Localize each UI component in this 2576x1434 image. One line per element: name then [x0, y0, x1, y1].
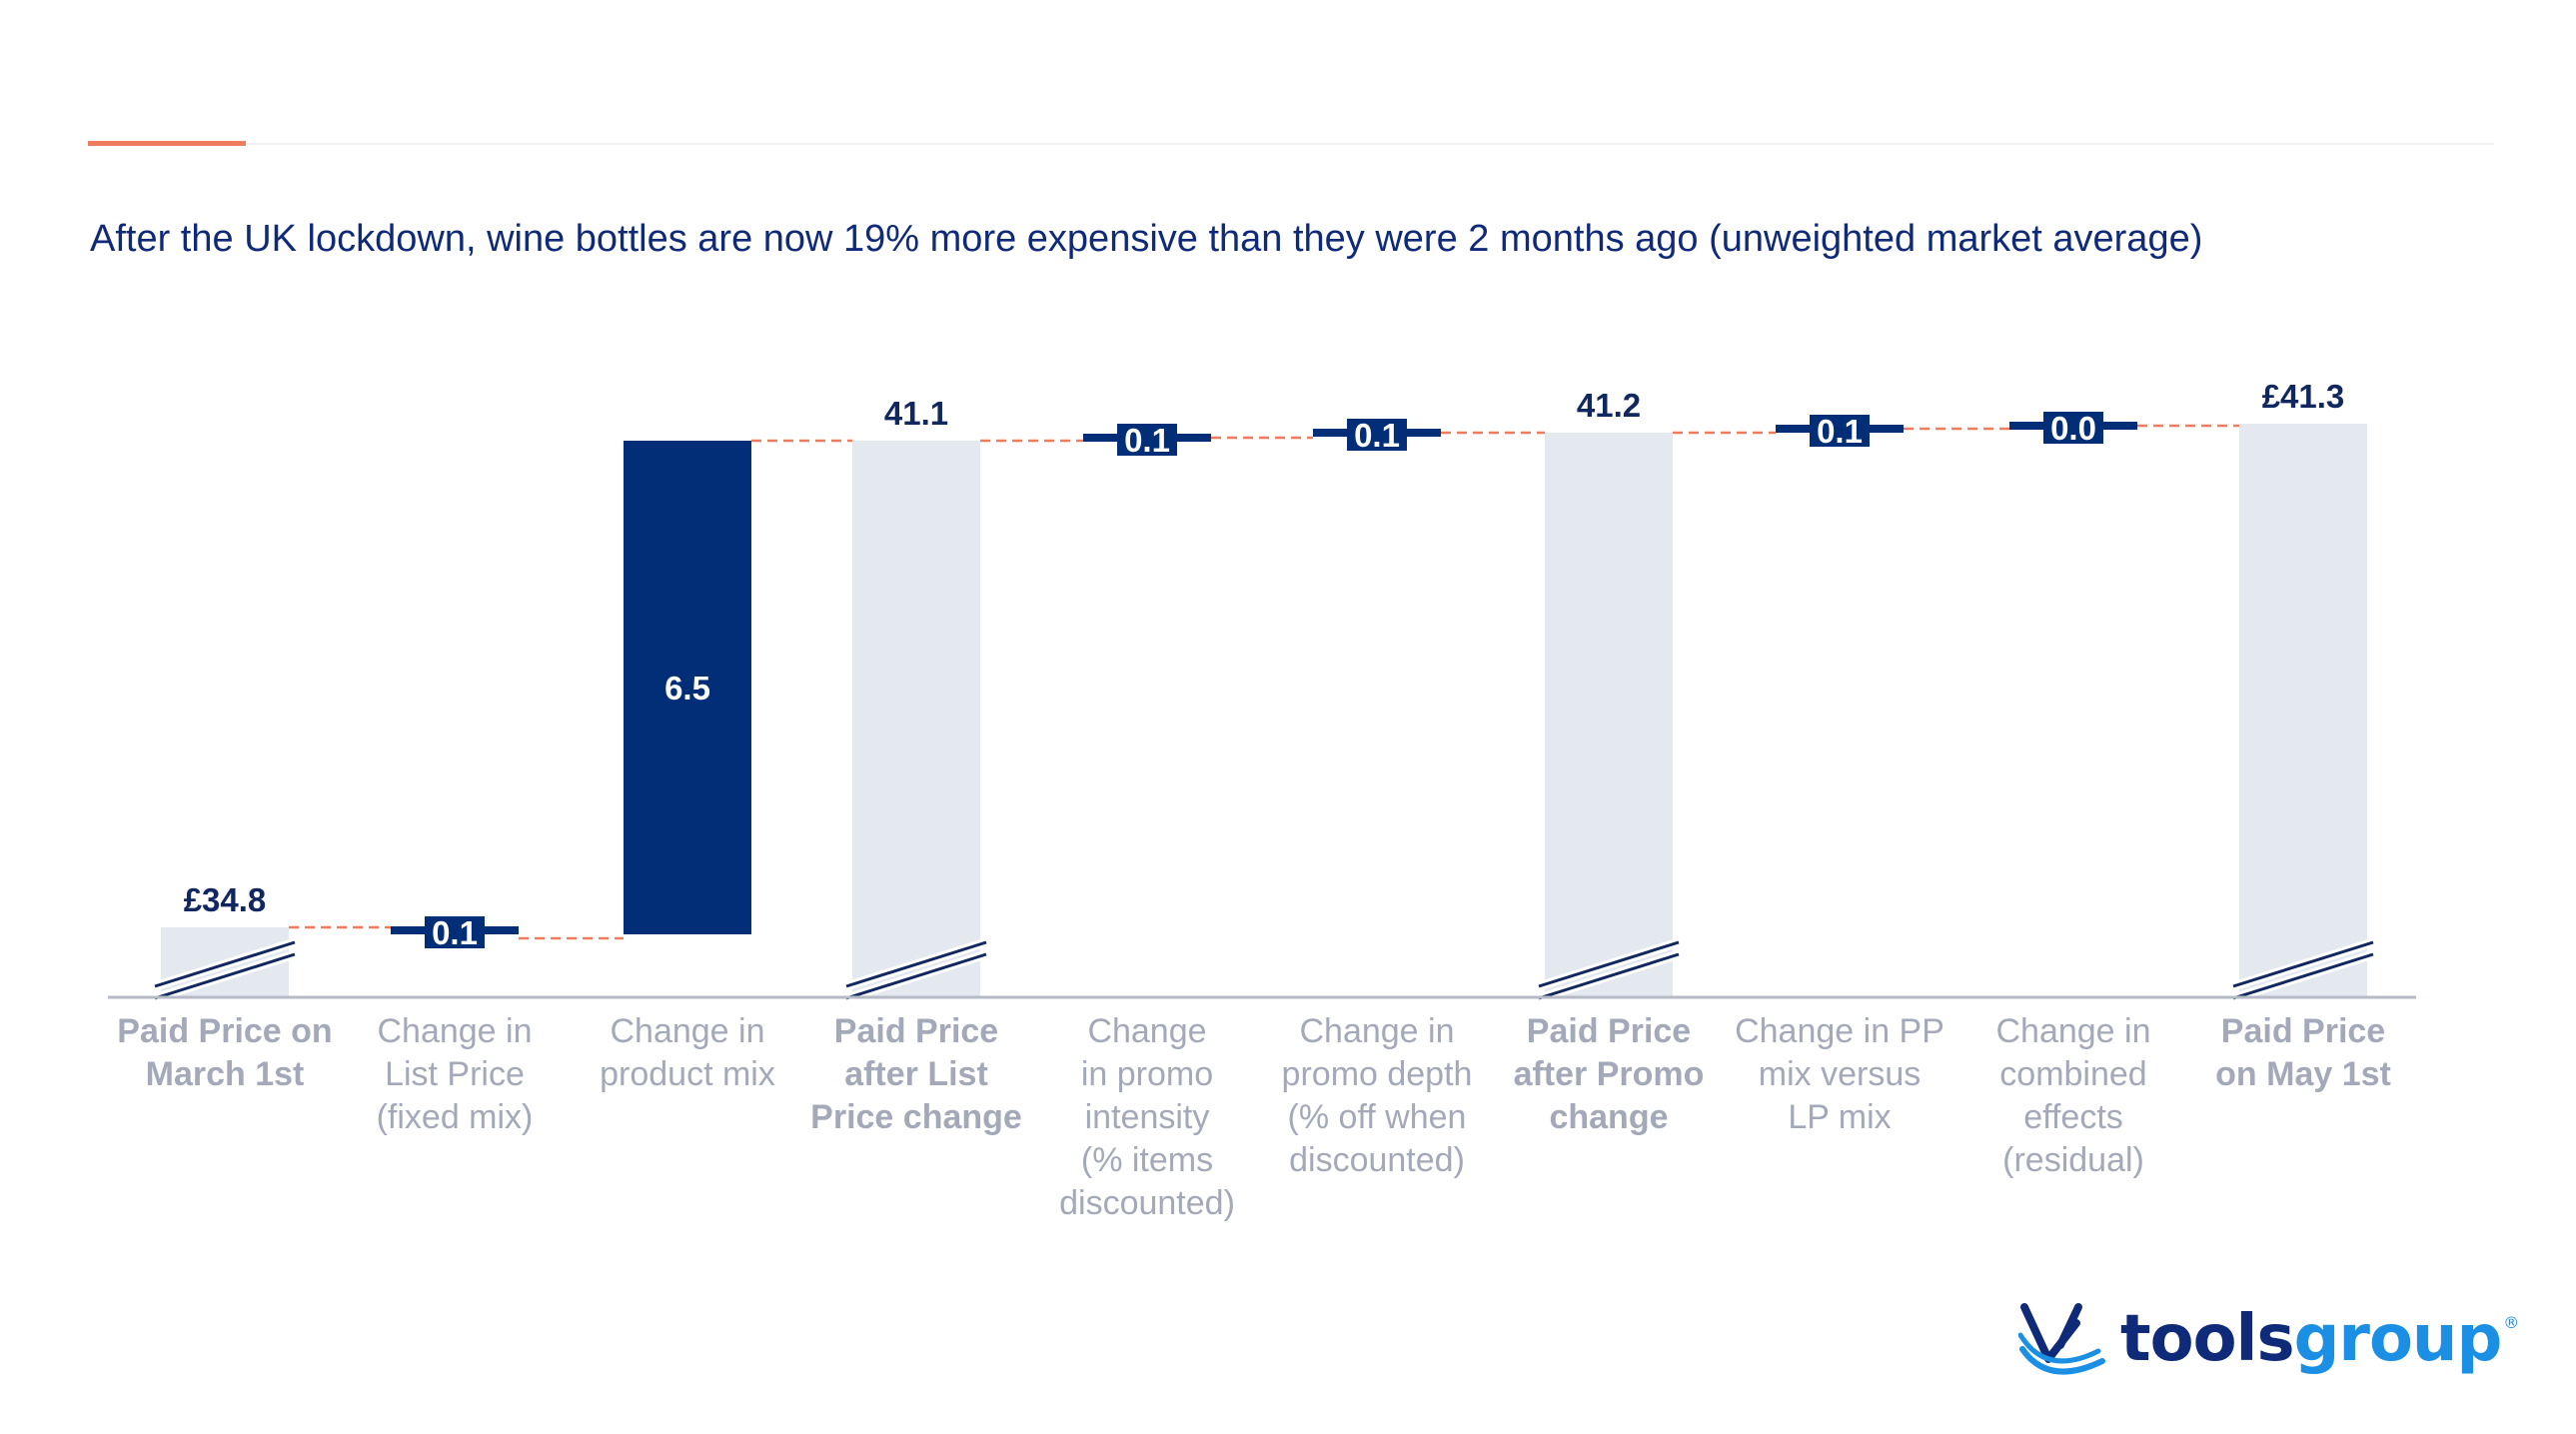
category-label-line: after Promo — [1514, 1055, 1705, 1093]
category-label-line: mix versus — [1759, 1055, 1921, 1093]
total-value-label: £41.3 — [2262, 378, 2345, 415]
category-label-line: Change in — [1299, 1012, 1454, 1050]
category-label: Paid Price after List Price change — [810, 1012, 1022, 1136]
category-label-line: discounted) — [1289, 1141, 1465, 1179]
category-label-line: combined — [1999, 1055, 2146, 1093]
category-label: Change in PP mix versus LP mix — [1735, 1012, 1944, 1136]
category-label-line: Paid Price — [834, 1012, 998, 1050]
category-label-line: March 1st — [146, 1055, 305, 1093]
category-label: Paid Price after Promo change — [1514, 1012, 1705, 1136]
axis-break-marks — [153, 937, 2375, 1003]
chart-title: After the UK lockdown, wine bottles are … — [90, 218, 2203, 260]
category-label-line: Price change — [810, 1098, 1022, 1136]
category-label-line: after List — [844, 1055, 988, 1093]
change-label-box — [425, 916, 485, 948]
category-labels: Paid Price on March 1st Change in List Pric… — [117, 1012, 2391, 1222]
axis-break-mark — [154, 952, 296, 1000]
change-value-label: 6.5 — [664, 670, 710, 707]
category-label-line: effects — [2023, 1098, 2123, 1136]
accent-line — [88, 141, 246, 146]
change-value-label: 0.0 — [2050, 410, 2096, 447]
category-label-line: LP mix — [1788, 1098, 1891, 1136]
change-value-label: 0.1 — [1817, 413, 1863, 450]
category-label-line: product mix — [600, 1055, 775, 1093]
category-label: Change in promo depth (% off when discounte… — [1282, 1012, 1473, 1179]
waterfall-chart: £34.8 0.1 6.5 41.1 0.1 0.1 41.2 0.1 0.0 £41.3 Pai… — [108, 378, 2416, 1222]
axis-break-mark — [845, 952, 987, 1000]
category-label-line: (residual) — [2002, 1141, 2144, 1179]
change-bar — [624, 441, 751, 934]
axis-break-mark — [1538, 940, 1680, 988]
header-rule — [246, 143, 2494, 145]
category-label-line: (fixed mix) — [377, 1098, 534, 1136]
change-value-label: 0.1 — [432, 914, 478, 951]
logo-wordmark: toolsgroup — [2120, 1307, 2502, 1371]
change-label-box — [2043, 412, 2103, 444]
category-label-line: on May 1st — [2215, 1055, 2391, 1093]
total-value-label: 41.1 — [884, 395, 948, 432]
category-label: Change in promo intensity (% items discounte… — [1059, 1012, 1235, 1222]
category-label-line: intensity — [1085, 1098, 1210, 1136]
category-label-line: Change in — [377, 1012, 532, 1050]
toolsgroup-logo-icon — [2018, 1303, 2105, 1375]
change-value-label: 0.1 — [1354, 417, 1400, 454]
total-bar — [1545, 433, 1673, 997]
total-bar — [2239, 424, 2367, 997]
total-value-label: 41.2 — [1577, 387, 1641, 424]
category-label: Change in List Price (fixed mix) — [377, 1012, 534, 1136]
value-labels: £34.8 0.1 6.5 41.1 0.1 0.1 41.2 0.1 0.0 £41.3 — [184, 378, 2345, 951]
category-label-line: Change in — [610, 1012, 764, 1050]
category-label-line: (% off when — [1288, 1098, 1467, 1136]
category-label-line: Paid Price — [2221, 1012, 2385, 1050]
category-label: Change in product mix — [600, 1012, 775, 1093]
connector-lines — [289, 424, 2239, 940]
change-label-box — [1347, 419, 1407, 451]
category-label-line: change — [1549, 1098, 1668, 1136]
total-bar — [852, 441, 980, 997]
category-label: Paid Price on May 1st — [2215, 1012, 2391, 1093]
axis-break-mark — [2232, 952, 2374, 1000]
category-label: Paid Price on March 1st — [117, 1012, 332, 1093]
axis-break-mark — [845, 940, 987, 988]
category-label-line: Change — [1087, 1012, 1206, 1050]
logo-text-group: group — [2293, 1302, 2503, 1376]
axis-break-mark — [154, 940, 296, 988]
toolsgroup-logo: toolsgroup ® — [2018, 1299, 2519, 1379]
change-value-label: 0.1 — [1124, 422, 1170, 459]
category-label-line: Paid Price — [1527, 1012, 1691, 1050]
category-label-line: List Price — [385, 1055, 525, 1093]
category-label-line: (% items — [1081, 1141, 1213, 1179]
change-label-box — [1117, 424, 1177, 456]
total-value-label: £34.8 — [184, 881, 267, 918]
bars — [161, 412, 2367, 997]
category-label-line: in promo — [1081, 1055, 1213, 1093]
category-label-line: discounted) — [1059, 1184, 1235, 1222]
category-label-line: Paid Price on — [117, 1012, 332, 1050]
axis-break-mark — [1538, 952, 1680, 1000]
category-label: Change in combined effects (residual) — [1995, 1012, 2150, 1179]
registered-mark: ® — [2503, 1313, 2520, 1332]
category-label-line: Change in — [1995, 1012, 2150, 1050]
category-label-line: Change in PP — [1735, 1012, 1944, 1050]
axis-break-mark — [2232, 940, 2374, 988]
logo-text-tools: tools — [2120, 1302, 2295, 1376]
change-label-box — [1810, 415, 1870, 447]
category-label-line: promo depth — [1282, 1055, 1473, 1093]
